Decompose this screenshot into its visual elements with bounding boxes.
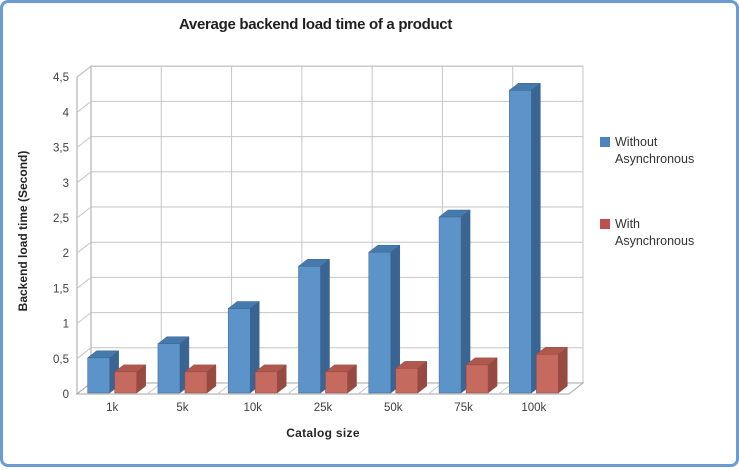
x-axis-title: Catalog size xyxy=(286,426,360,440)
y-tick-label: 0 xyxy=(63,389,69,401)
legend-item-without-asynchronous: Without Asynchronous xyxy=(600,134,710,168)
left-wall-gridline xyxy=(76,171,92,184)
bar-with-asynchronous-1k xyxy=(114,371,137,394)
legend-swatch-blue-icon xyxy=(600,137,610,147)
bar-without-asynchronous-50k xyxy=(368,251,392,394)
legend-label: With Asynchronous xyxy=(615,217,695,248)
x-category-label: 25k xyxy=(314,402,333,414)
left-wall-gridline xyxy=(76,277,92,289)
y-tick-label: 2 xyxy=(63,248,69,260)
x-category-label: 100k xyxy=(521,402,546,414)
left-wall-gridline xyxy=(76,65,92,78)
legend-item-with-asynchronous: With Asynchronous xyxy=(600,216,710,250)
bar-with-asynchronous-25k xyxy=(325,371,348,394)
x-category-label: 1k xyxy=(106,402,118,414)
bar-without-asynchronous-100k-side xyxy=(531,82,541,394)
y-tick-label: 0,5 xyxy=(53,354,69,366)
chart-title: Average backend load time of a product xyxy=(178,16,453,33)
bar-without-asynchronous-75k xyxy=(438,216,462,394)
bar-with-asynchronous-100k xyxy=(536,354,559,394)
left-wall-gridline xyxy=(76,101,92,113)
bar-with-asynchronous-10k xyxy=(254,371,278,394)
left-wall-gridline xyxy=(76,347,92,360)
left-wall-gridline xyxy=(76,206,92,219)
bar-with-asynchronous-75k xyxy=(465,364,489,394)
x-category-label: 75k xyxy=(454,402,473,414)
left-wall xyxy=(76,65,92,396)
left-wall-gridline xyxy=(76,241,92,254)
legend-swatch-red-icon xyxy=(600,219,610,229)
y-tick-label: 3,5 xyxy=(53,143,69,155)
x-category-label: 5k xyxy=(176,402,188,414)
bar-without-asynchronous-10k xyxy=(227,308,251,394)
y-tick-label: 1 xyxy=(63,319,69,331)
bar-with-asynchronous-5k xyxy=(184,371,208,394)
y-tick-label: 4,5 xyxy=(53,72,69,84)
y-tick-label: 2,5 xyxy=(53,213,69,225)
bar-without-asynchronous-100k xyxy=(509,90,532,394)
legend-label: Without Asynchronous xyxy=(615,135,695,166)
bar-without-asynchronous-1k xyxy=(87,357,110,394)
y-tick-label: 4 xyxy=(63,107,70,119)
x-category-label: 10k xyxy=(243,402,262,414)
bar-with-asynchronous-50k xyxy=(395,368,419,394)
bar-with-asynchronous-100k-side xyxy=(558,346,568,394)
left-wall-gridline xyxy=(76,136,92,148)
left-wall-gridline xyxy=(76,312,92,324)
plot-area: 0 0,5 1 1,5 2 2,5 3 3,5 4 4,5 1k 5k 10k 25k 50k 75k 100k xyxy=(53,65,585,414)
y-tick-label: 1,5 xyxy=(53,283,69,295)
y-tick-label: 3 xyxy=(63,178,69,190)
bar-without-asynchronous-25k xyxy=(298,266,321,394)
bar-without-asynchronous-5k xyxy=(157,343,181,394)
x-category-label: 50k xyxy=(384,402,403,414)
